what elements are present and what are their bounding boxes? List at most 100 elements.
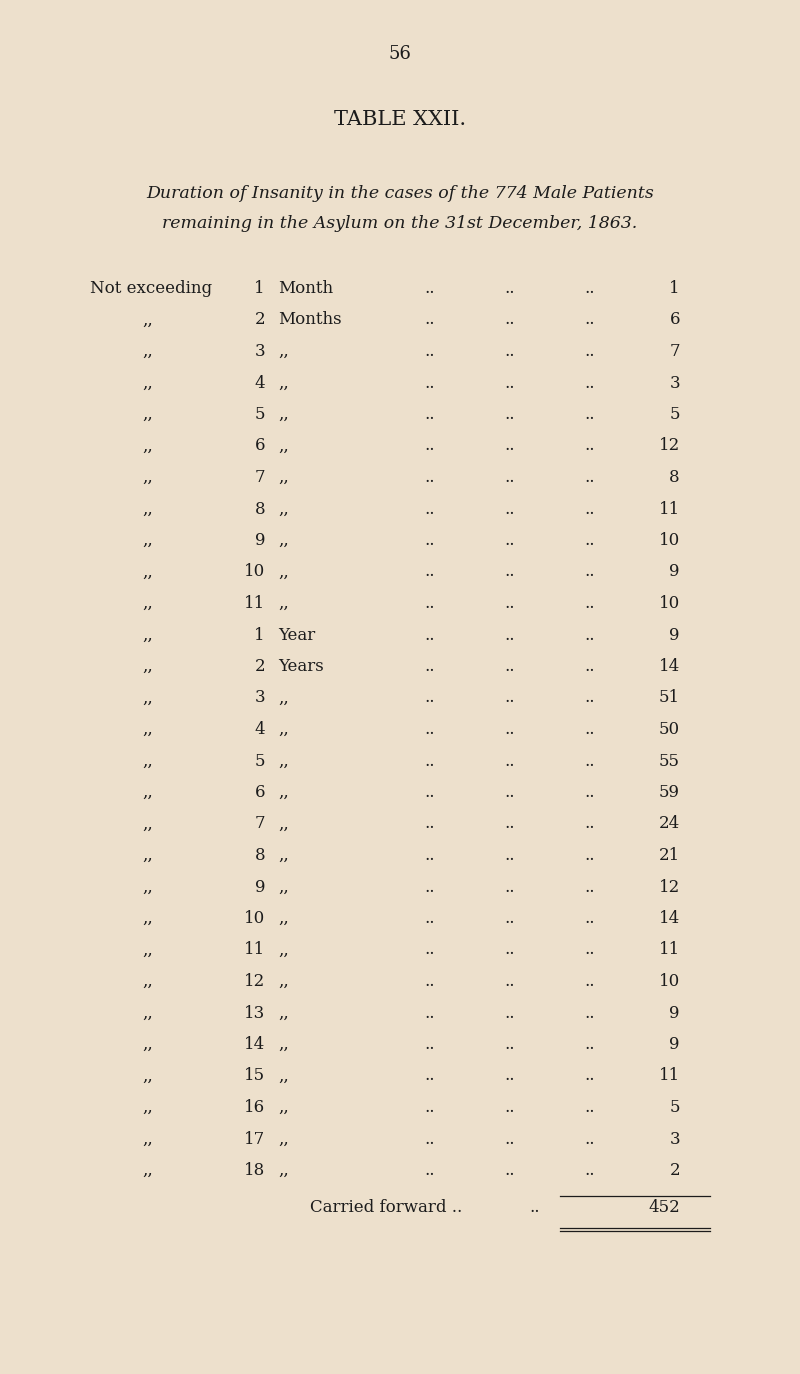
Text: 11: 11	[658, 500, 680, 518]
Text: ,,: ,,	[142, 658, 154, 675]
Text: ,,: ,,	[142, 1131, 154, 1147]
Text: ..: ..	[425, 753, 435, 769]
Text: 11: 11	[244, 941, 265, 959]
Text: ..: ..	[425, 312, 435, 328]
Text: ..: ..	[425, 563, 435, 580]
Text: ..: ..	[585, 627, 595, 643]
Text: ..: ..	[425, 1036, 435, 1052]
Text: 11: 11	[244, 595, 265, 611]
Text: ..: ..	[505, 846, 515, 864]
Text: 12: 12	[244, 973, 265, 991]
Text: ,,: ,,	[278, 1004, 289, 1021]
Text: ..: ..	[425, 500, 435, 518]
Text: 10: 10	[658, 973, 680, 991]
Text: ,,: ,,	[278, 595, 289, 611]
Text: 18: 18	[244, 1162, 265, 1179]
Text: ..: ..	[425, 344, 435, 360]
Text: 21: 21	[658, 846, 680, 864]
Text: Month: Month	[278, 280, 333, 297]
Text: ..: ..	[585, 312, 595, 328]
Text: ..: ..	[425, 375, 435, 392]
Text: ,,: ,,	[278, 375, 289, 392]
Text: ..: ..	[585, 1099, 595, 1116]
Text: ,,: ,,	[278, 941, 289, 959]
Text: ,,: ,,	[278, 1162, 289, 1179]
Text: ..: ..	[425, 878, 435, 896]
Text: 5: 5	[670, 405, 680, 423]
Text: ..: ..	[505, 910, 515, 927]
Text: ,,: ,,	[142, 405, 154, 423]
Text: ,,: ,,	[142, 312, 154, 328]
Text: ,,: ,,	[142, 785, 154, 801]
Text: ,,: ,,	[142, 1036, 154, 1052]
Text: ..: ..	[585, 563, 595, 580]
Text: ,,: ,,	[142, 563, 154, 580]
Text: Months: Months	[278, 312, 342, 328]
Text: 5: 5	[670, 1099, 680, 1116]
Text: ..: ..	[425, 437, 435, 455]
Text: ,,: ,,	[142, 532, 154, 550]
Text: ..: ..	[585, 690, 595, 706]
Text: ..: ..	[505, 375, 515, 392]
Text: 55: 55	[659, 753, 680, 769]
Text: ,,: ,,	[278, 690, 289, 706]
Text: ..: ..	[585, 532, 595, 550]
Text: ..: ..	[425, 532, 435, 550]
Text: 10: 10	[244, 563, 265, 580]
Text: ..: ..	[425, 469, 435, 486]
Text: ..: ..	[505, 437, 515, 455]
Text: ,,: ,,	[278, 878, 289, 896]
Text: ..: ..	[505, 973, 515, 991]
Text: ..: ..	[585, 973, 595, 991]
Text: 2: 2	[254, 312, 265, 328]
Text: ..: ..	[585, 816, 595, 833]
Text: 50: 50	[659, 721, 680, 738]
Text: ,,: ,,	[142, 753, 154, 769]
Text: ,,: ,,	[278, 910, 289, 927]
Text: ,,: ,,	[142, 973, 154, 991]
Text: ..: ..	[585, 721, 595, 738]
Text: 1: 1	[254, 280, 265, 297]
Text: ,,: ,,	[142, 941, 154, 959]
Text: ,,: ,,	[142, 595, 154, 611]
Text: ..: ..	[585, 405, 595, 423]
Text: ..: ..	[505, 1131, 515, 1147]
Text: ..: ..	[585, 344, 595, 360]
Text: 10: 10	[244, 910, 265, 927]
Text: ,,: ,,	[278, 1099, 289, 1116]
Text: ,,: ,,	[278, 753, 289, 769]
Text: ,,: ,,	[142, 469, 154, 486]
Text: ..: ..	[505, 312, 515, 328]
Text: ,,: ,,	[142, 1099, 154, 1116]
Text: ..: ..	[505, 1099, 515, 1116]
Text: ,,: ,,	[278, 1068, 289, 1084]
Text: ..: ..	[505, 721, 515, 738]
Text: ,,: ,,	[278, 1131, 289, 1147]
Text: ,,: ,,	[142, 344, 154, 360]
Text: ,,: ,,	[142, 910, 154, 927]
Text: 5: 5	[254, 405, 265, 423]
Text: ,,: ,,	[278, 563, 289, 580]
Text: ..: ..	[585, 595, 595, 611]
Text: ,,: ,,	[278, 846, 289, 864]
Text: remaining in the Asylum on the 31st December, 1863.: remaining in the Asylum on the 31st Dece…	[162, 214, 638, 232]
Text: 8: 8	[254, 500, 265, 518]
Text: ,,: ,,	[142, 1068, 154, 1084]
Text: 56: 56	[389, 45, 411, 63]
Text: 7: 7	[254, 816, 265, 833]
Text: ..: ..	[425, 280, 435, 297]
Text: ,,: ,,	[142, 1162, 154, 1179]
Text: 6: 6	[254, 785, 265, 801]
Text: ,,: ,,	[278, 973, 289, 991]
Text: ..: ..	[585, 910, 595, 927]
Text: ..: ..	[425, 1099, 435, 1116]
Text: 9: 9	[254, 878, 265, 896]
Text: ,,: ,,	[278, 469, 289, 486]
Text: 13: 13	[244, 1004, 265, 1021]
Text: ..: ..	[585, 1036, 595, 1052]
Text: ,,: ,,	[278, 500, 289, 518]
Text: ..: ..	[505, 1036, 515, 1052]
Text: 11: 11	[658, 1068, 680, 1084]
Text: ,,: ,,	[142, 690, 154, 706]
Text: ..: ..	[505, 658, 515, 675]
